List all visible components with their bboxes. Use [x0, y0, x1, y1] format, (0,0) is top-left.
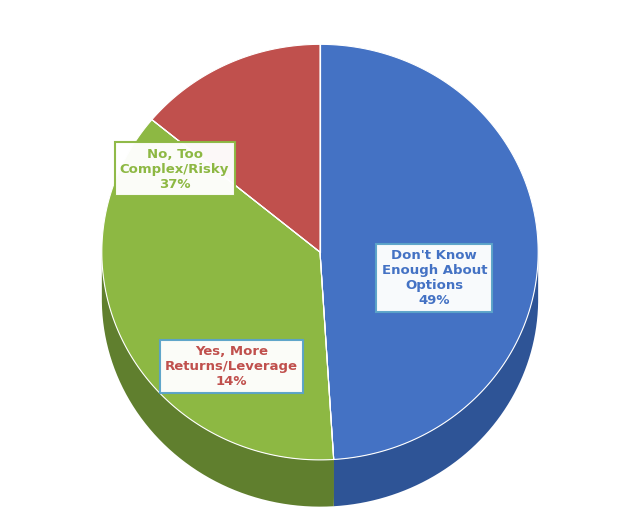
- Text: Don't Know
Enough About
Options
49%: Don't Know Enough About Options 49%: [381, 249, 487, 307]
- Text: No, Too
Complex/Risky
37%: No, Too Complex/Risky 37%: [120, 148, 229, 191]
- Polygon shape: [102, 120, 333, 460]
- Polygon shape: [320, 252, 333, 506]
- Polygon shape: [333, 255, 538, 506]
- Text: Yes, More
Returns/Leverage
14%: Yes, More Returns/Leverage 14%: [165, 345, 298, 388]
- Polygon shape: [102, 255, 333, 507]
- Polygon shape: [320, 44, 538, 459]
- Polygon shape: [320, 252, 333, 506]
- Polygon shape: [152, 44, 320, 252]
